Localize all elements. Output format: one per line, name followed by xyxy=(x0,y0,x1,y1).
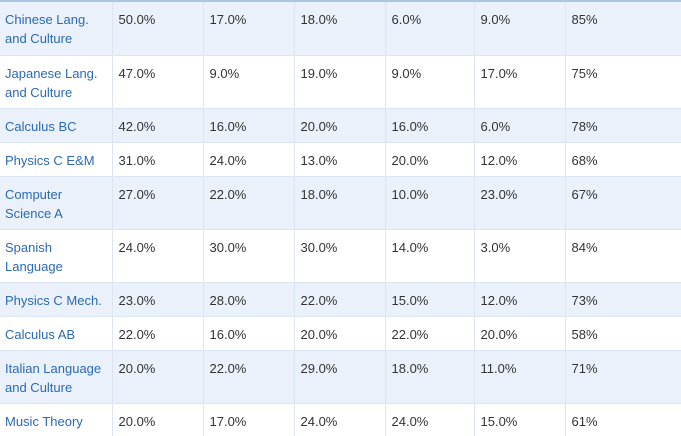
course-name[interactable]: Physics C Mech. xyxy=(0,282,113,317)
score-3-percent: 18.0% xyxy=(294,2,386,56)
table-row: Calculus BC 42.0% 16.0% 20.0% 16.0% 6.0%… xyxy=(0,108,681,143)
score-3-percent: 22.0% xyxy=(294,282,386,317)
course-name[interactable]: Japanese Lang. and Culture xyxy=(0,55,113,109)
course-name[interactable]: Spanish Language xyxy=(0,229,113,283)
score-3-percent: 29.0% xyxy=(294,350,386,404)
course-name[interactable]: Calculus BC xyxy=(0,108,113,143)
score-2-percent: 14.0% xyxy=(385,229,475,283)
score-5-percent: 31.0% xyxy=(112,142,204,177)
score-4-percent: 17.0% xyxy=(203,2,295,56)
score-3-percent: 20.0% xyxy=(294,108,386,143)
course-name[interactable]: Calculus AB xyxy=(0,316,113,351)
score-1-percent: 15.0% xyxy=(474,403,566,436)
course-name[interactable]: Italian Language and Culture xyxy=(0,350,113,404)
pass-rate: 85% xyxy=(565,2,681,56)
score-4-percent: 16.0% xyxy=(203,316,295,351)
table-row: Calculus AB 22.0% 16.0% 20.0% 22.0% 20.0… xyxy=(0,316,681,351)
score-1-percent: 12.0% xyxy=(474,142,566,177)
score-2-percent: 16.0% xyxy=(385,108,475,143)
table-row: Music Theory 20.0% 17.0% 24.0% 24.0% 15.… xyxy=(0,403,681,436)
course-name[interactable]: Computer Science A xyxy=(0,176,113,230)
score-4-percent: 28.0% xyxy=(203,282,295,317)
course-name[interactable]: Chinese Lang. and Culture xyxy=(0,2,113,56)
score-1-percent: 12.0% xyxy=(474,282,566,317)
score-2-percent: 15.0% xyxy=(385,282,475,317)
score-2-percent: 18.0% xyxy=(385,350,475,404)
score-4-percent: 16.0% xyxy=(203,108,295,143)
score-4-percent: 17.0% xyxy=(203,403,295,436)
score-5-percent: 47.0% xyxy=(112,55,204,109)
score-4-percent: 24.0% xyxy=(203,142,295,177)
pass-rate: 61% xyxy=(565,403,681,436)
score-3-percent: 13.0% xyxy=(294,142,386,177)
score-1-percent: 23.0% xyxy=(474,176,566,230)
score-5-percent: 23.0% xyxy=(112,282,204,317)
course-name[interactable]: Music Theory xyxy=(0,403,113,436)
score-3-percent: 24.0% xyxy=(294,403,386,436)
pass-rate: 67% xyxy=(565,176,681,230)
score-2-percent: 9.0% xyxy=(385,55,475,109)
pass-rate: 75% xyxy=(565,55,681,109)
table-row: Japanese Lang. and Culture 47.0% 9.0% 19… xyxy=(0,55,681,109)
score-1-percent: 20.0% xyxy=(474,316,566,351)
score-4-percent: 22.0% xyxy=(203,176,295,230)
table-row: Italian Language and Culture 20.0% 22.0%… xyxy=(0,350,681,404)
score-5-percent: 20.0% xyxy=(112,403,204,436)
score-3-percent: 18.0% xyxy=(294,176,386,230)
score-1-percent: 6.0% xyxy=(474,108,566,143)
table-row: Spanish Language 24.0% 30.0% 30.0% 14.0%… xyxy=(0,229,681,283)
score-4-percent: 22.0% xyxy=(203,350,295,404)
score-5-percent: 50.0% xyxy=(112,2,204,56)
table-row: Physics C Mech. 23.0% 28.0% 22.0% 15.0% … xyxy=(0,282,681,317)
score-1-percent: 3.0% xyxy=(474,229,566,283)
table-row: Chinese Lang. and Culture 50.0% 17.0% 18… xyxy=(0,2,681,56)
score-2-percent: 6.0% xyxy=(385,2,475,56)
score-1-percent: 17.0% xyxy=(474,55,566,109)
pass-rate: 84% xyxy=(565,229,681,283)
course-name[interactable]: Physics C E&M xyxy=(0,142,113,177)
score-3-percent: 20.0% xyxy=(294,316,386,351)
score-5-percent: 24.0% xyxy=(112,229,204,283)
score-5-percent: 42.0% xyxy=(112,108,204,143)
table-row: Computer Science A 27.0% 22.0% 18.0% 10.… xyxy=(0,176,681,230)
score-1-percent: 11.0% xyxy=(474,350,566,404)
pass-rate: 68% xyxy=(565,142,681,177)
score-3-percent: 30.0% xyxy=(294,229,386,283)
score-5-percent: 27.0% xyxy=(112,176,204,230)
score-4-percent: 30.0% xyxy=(203,229,295,283)
score-3-percent: 19.0% xyxy=(294,55,386,109)
pass-rate: 78% xyxy=(565,108,681,143)
pass-rate: 73% xyxy=(565,282,681,317)
score-1-percent: 9.0% xyxy=(474,2,566,56)
score-2-percent: 22.0% xyxy=(385,316,475,351)
pass-rate: 58% xyxy=(565,316,681,351)
score-5-percent: 20.0% xyxy=(112,350,204,404)
table-row: Physics C E&M 31.0% 24.0% 13.0% 20.0% 12… xyxy=(0,142,681,177)
score-2-percent: 20.0% xyxy=(385,142,475,177)
pass-rate: 71% xyxy=(565,350,681,404)
score-5-percent: 22.0% xyxy=(112,316,204,351)
score-2-percent: 24.0% xyxy=(385,403,475,436)
score-4-percent: 9.0% xyxy=(203,55,295,109)
score-2-percent: 10.0% xyxy=(385,176,475,230)
